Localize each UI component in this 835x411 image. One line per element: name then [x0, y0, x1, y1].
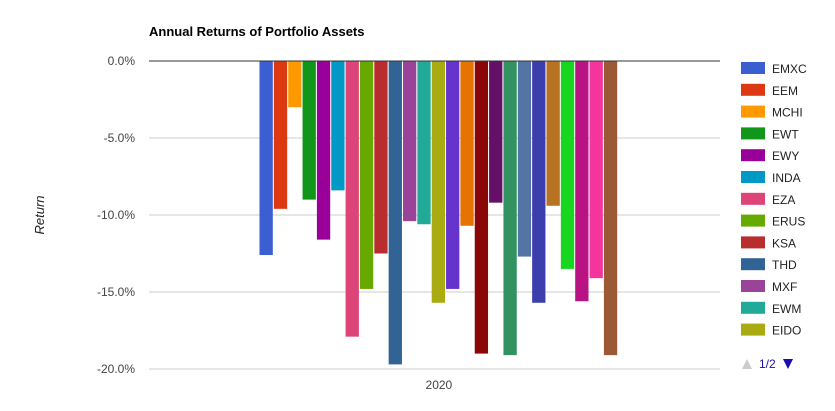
legend-label: EZA [772, 193, 795, 207]
bar[interactable] [560, 61, 575, 269]
legend-label: MXF [772, 280, 797, 294]
legend-swatch [741, 171, 765, 183]
bar[interactable] [345, 61, 359, 337]
y-tick-label: -5.0% [104, 131, 136, 145]
bar[interactable] [331, 61, 345, 191]
bar[interactable] [603, 61, 618, 356]
legend-swatch [741, 105, 765, 118]
legend-entry[interactable]: EWY [741, 149, 799, 163]
bar[interactable] [431, 61, 445, 303]
legend-pager: 1/2 [742, 357, 793, 371]
bar[interactable] [417, 61, 431, 225]
legend-swatch [741, 236, 765, 249]
bar[interactable] [589, 61, 603, 279]
legend-entry[interactable]: EIDO [741, 323, 801, 338]
y-tick-label: -20.0% [97, 362, 135, 376]
legend-label: EMXC [772, 62, 807, 76]
y-tick-label: -15.0% [97, 285, 135, 299]
bar[interactable] [517, 61, 532, 257]
bar[interactable] [403, 61, 417, 222]
bar[interactable] [316, 61, 331, 240]
legend-swatch [741, 323, 765, 336]
legend-swatch [741, 214, 765, 227]
bar[interactable] [474, 61, 489, 354]
bar[interactable] [288, 61, 302, 108]
bar[interactable] [359, 61, 374, 289]
y-axis-ticks: 0.0% -5.0% -10.0% -15.0% -20.0% [97, 54, 135, 376]
legend-entry[interactable]: EEM [741, 83, 798, 98]
y-axis-label: Return [32, 195, 47, 234]
legend-swatch [741, 83, 765, 96]
legend-label: KSA [772, 236, 796, 250]
legend-label: EWT [772, 127, 799, 141]
bar[interactable] [489, 61, 503, 203]
bar[interactable] [259, 61, 273, 256]
legend-entry[interactable]: THD [741, 258, 797, 272]
bar[interactable] [503, 61, 517, 356]
legend-next-page-button[interactable] [783, 359, 793, 369]
legend-page-indicator: 1/2 [759, 357, 776, 371]
bar[interactable] [374, 61, 388, 254]
legend-swatch [741, 149, 765, 162]
legend-swatch [741, 280, 765, 292]
legend-label: ERUS [772, 215, 805, 229]
legend-swatch [741, 301, 765, 314]
bar[interactable] [388, 61, 402, 365]
bars [259, 61, 618, 365]
legend-label: MCHI [772, 106, 803, 120]
y-tick-label: 0.0% [108, 54, 136, 68]
bar[interactable] [302, 61, 316, 200]
legend-prev-page-button[interactable] [742, 359, 752, 369]
legend-label: EEM [772, 84, 798, 98]
legend-swatch [741, 62, 765, 74]
legend-entry[interactable]: MXF [741, 280, 797, 294]
legend-label: EWY [772, 149, 799, 163]
bar[interactable] [446, 61, 460, 289]
legend-entry[interactable]: EWT [741, 127, 799, 141]
x-tick-label: 2020 [426, 378, 453, 392]
legend-entry[interactable]: MCHI [741, 105, 803, 120]
bar[interactable] [273, 61, 288, 209]
bar[interactable] [546, 61, 560, 206]
legend-label: THD [772, 258, 797, 272]
legend-label: EIDO [772, 324, 801, 338]
bar[interactable] [532, 61, 546, 303]
x-axis-ticks: 2020 [426, 378, 453, 392]
legend-entry[interactable]: INDA [741, 171, 801, 185]
legend-swatch [741, 258, 765, 271]
legend-entry[interactable]: ERUS [741, 214, 805, 229]
legend-entry[interactable]: EWM [741, 301, 801, 316]
legend-entry[interactable]: EMXC [741, 62, 807, 76]
legend-entry[interactable]: EZA [741, 192, 795, 207]
legend-swatch [741, 192, 765, 205]
y-tick-label: -10.0% [97, 208, 135, 222]
legend-swatch [741, 127, 765, 140]
chart-title: Annual Returns of Portfolio Assets [149, 24, 364, 39]
legend-label: INDA [772, 171, 801, 185]
legend: EMXC EEM MCHI EWT EWY INDA EZA ERUS KSA THD MXF EWM… [741, 62, 807, 338]
legend-entry[interactable]: KSA [741, 236, 796, 250]
legend-label: EWM [772, 302, 801, 316]
bar[interactable] [575, 61, 589, 302]
bar[interactable] [460, 61, 474, 226]
